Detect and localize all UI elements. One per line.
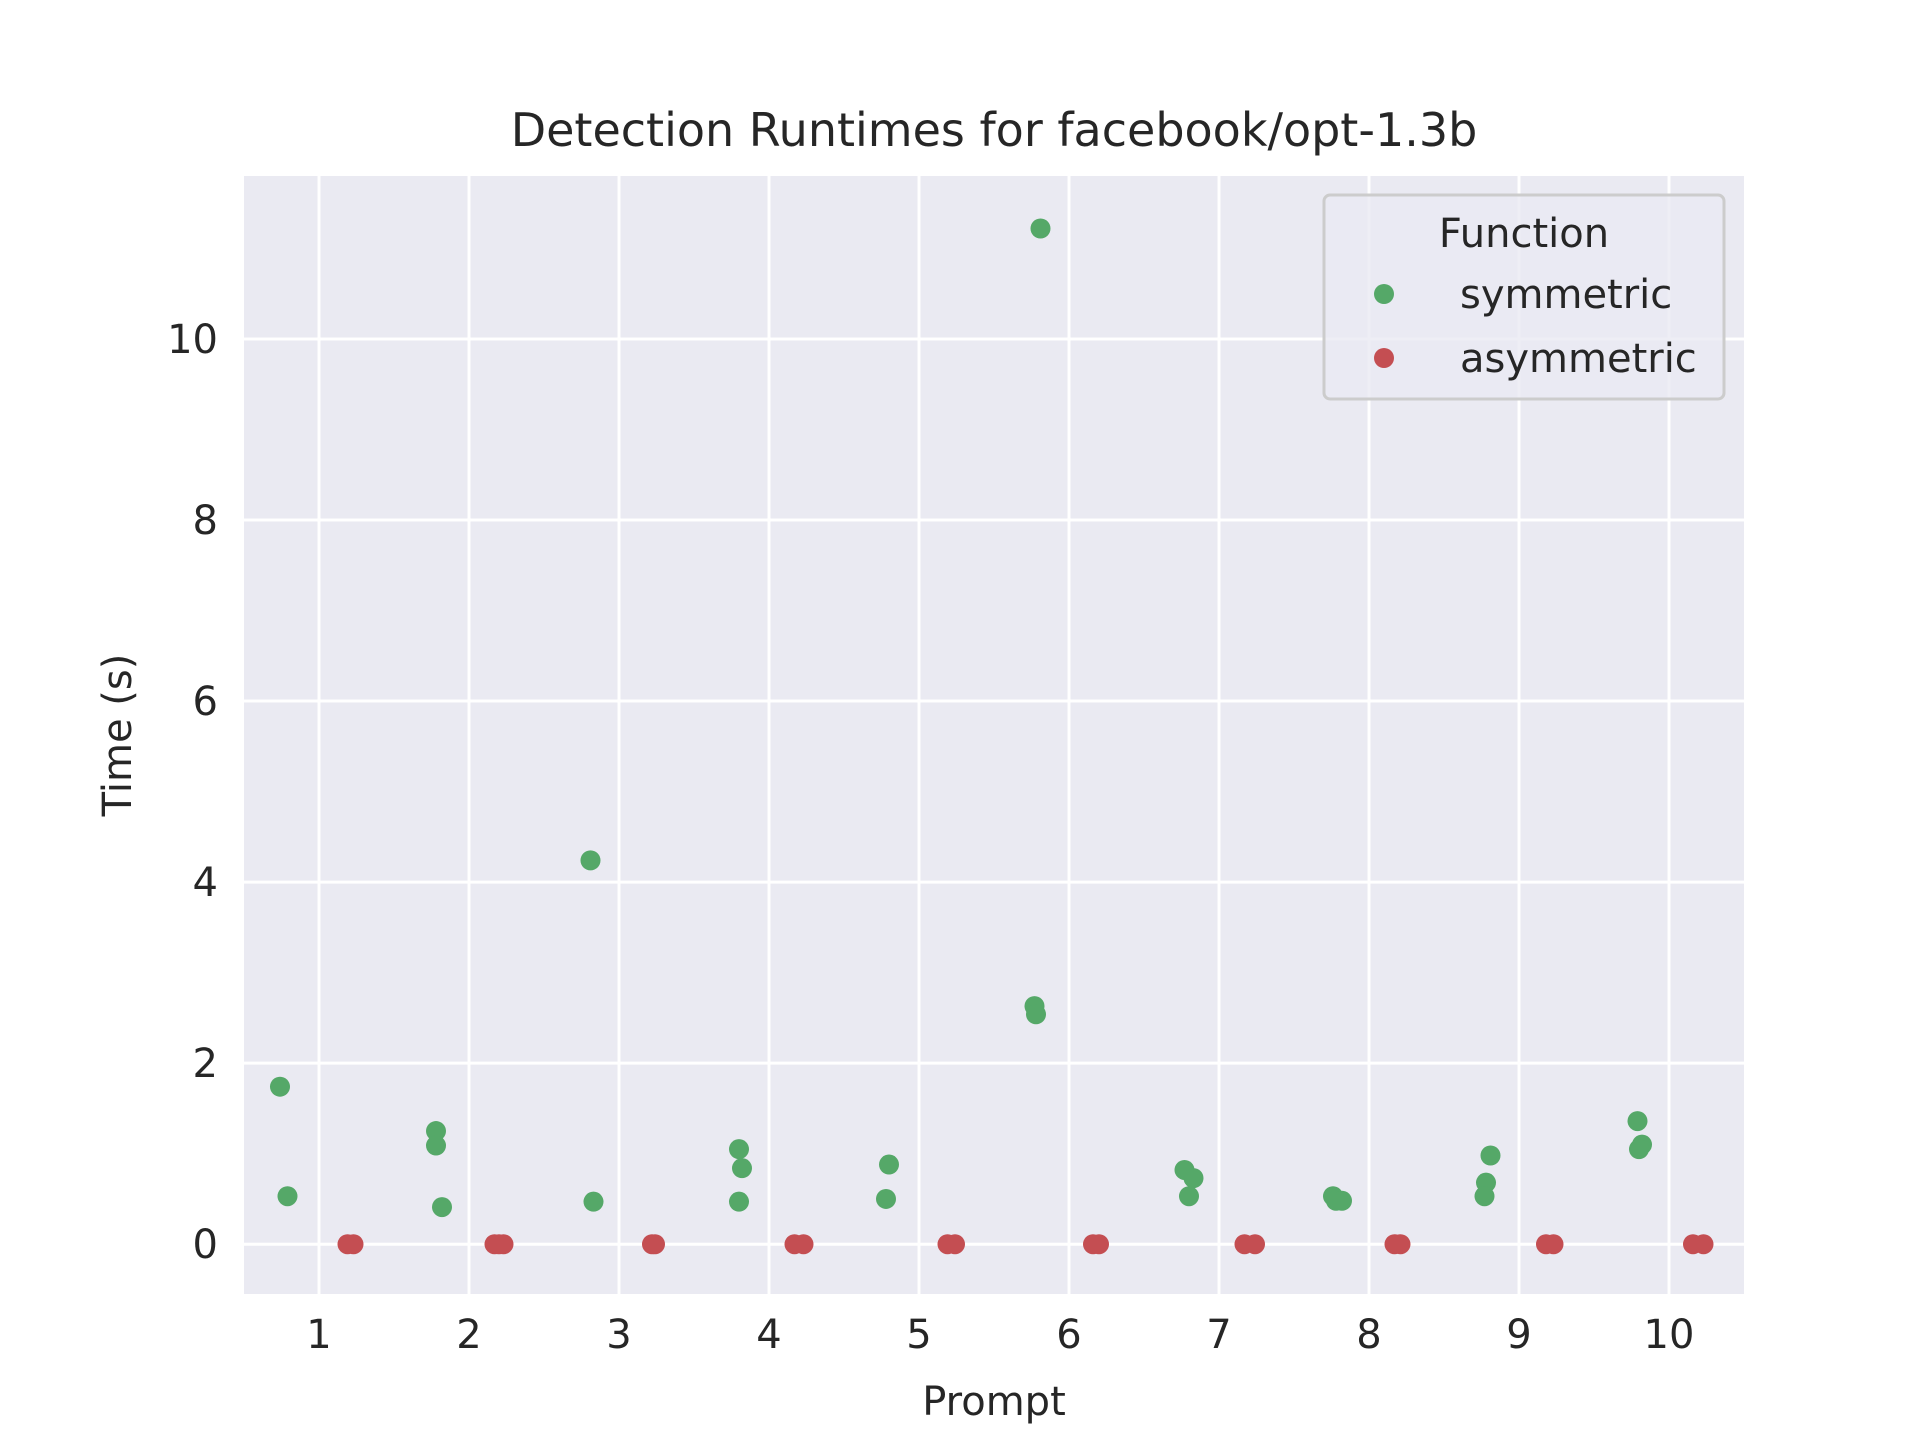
x-tick-labels: 1 2 3 4 5 6 7 8 9 10 (306, 1312, 1694, 1358)
x-tick-label: 3 (606, 1312, 631, 1358)
x-tick-label: 9 (1506, 1312, 1531, 1358)
x-tick-label: 8 (1356, 1312, 1381, 1358)
data-point-asymmetric (945, 1234, 965, 1255)
data-point-asymmetric (1390, 1234, 1411, 1255)
y-tick-label: 0 (193, 1222, 218, 1268)
data-point-asymmetric (1245, 1234, 1265, 1255)
data-point-symmetric (1030, 218, 1051, 239)
data-point-symmetric (426, 1121, 446, 1142)
x-tick-label: 7 (1206, 1312, 1231, 1358)
data-point-symmetric (1474, 1186, 1495, 1207)
data-point-symmetric (729, 1191, 749, 1212)
legend-label-symmetric: symmetric (1460, 272, 1672, 318)
legend-marker-symmetric (1374, 284, 1394, 304)
x-tick-label: 1 (306, 1312, 331, 1358)
data-point-asymmetric (1089, 1234, 1109, 1255)
y-tick-label: 2 (193, 1041, 218, 1087)
data-point-symmetric (277, 1186, 298, 1207)
data-point-asymmetric (343, 1234, 364, 1255)
data-point-symmetric (1026, 1004, 1046, 1025)
legend-marker-asymmetric (1374, 348, 1394, 368)
data-point-asymmetric (645, 1234, 665, 1255)
chart-title: Detection Runtimes for facebook/opt-1.3b (511, 103, 1478, 157)
y-tick-label: 6 (193, 679, 218, 725)
legend-title: Function (1439, 211, 1609, 257)
data-point-symmetric (1480, 1145, 1501, 1166)
data-point-symmetric (583, 1191, 604, 1212)
data-point-symmetric (432, 1197, 452, 1218)
data-point-asymmetric (793, 1234, 814, 1255)
data-point-symmetric (1183, 1168, 1204, 1189)
data-point-symmetric (879, 1154, 899, 1175)
data-point-symmetric (1629, 1139, 1649, 1160)
data-points (270, 218, 1714, 1255)
data-point-symmetric (426, 1135, 446, 1156)
data-point-symmetric (732, 1158, 752, 1179)
y-axis-label: Time (s) (95, 654, 141, 818)
data-point-asymmetric (1543, 1234, 1564, 1255)
x-tick-label: 2 (456, 1312, 481, 1358)
data-point-symmetric (270, 1076, 290, 1097)
x-tick-label: 4 (756, 1312, 781, 1358)
data-point-symmetric (729, 1139, 749, 1160)
y-tick-label: 4 (193, 860, 218, 906)
data-point-symmetric (580, 850, 601, 871)
x-tick-label: 5 (906, 1312, 931, 1358)
legend-label-asymmetric: asymmetric (1460, 336, 1697, 382)
data-point-symmetric (1627, 1111, 1648, 1132)
y-tick-label: 8 (193, 498, 218, 544)
data-point-asymmetric (493, 1234, 514, 1255)
legend-box (1322, 193, 1726, 401)
y-tick-label: 10 (167, 317, 218, 363)
data-point-symmetric (1179, 1186, 1199, 1207)
data-point-symmetric (1332, 1190, 1352, 1211)
x-tick-label: 10 (1644, 1312, 1695, 1358)
legend: Function symmetric asymmetric (1322, 193, 1726, 401)
x-tick-label: 6 (1056, 1312, 1081, 1358)
data-point-symmetric (876, 1188, 896, 1209)
data-point-asymmetric (1693, 1234, 1714, 1255)
x-axis-label: Prompt (922, 1379, 1066, 1425)
y-tick-labels: 0 2 4 6 8 10 (167, 317, 218, 1268)
